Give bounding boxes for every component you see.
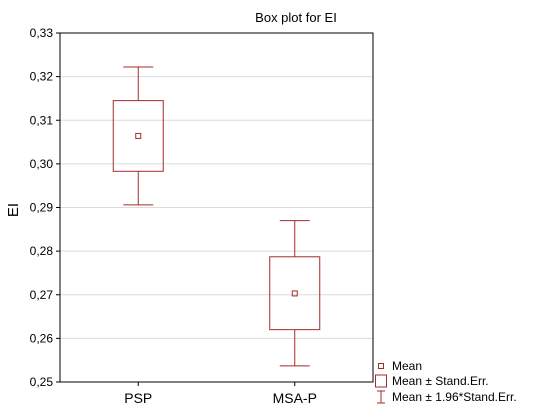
y-tick-label: 0,33 [30, 26, 54, 40]
mean-marker [291, 290, 298, 297]
y-tick-label: 0,27 [30, 288, 54, 302]
x-axis: PSP MSA-P [124, 382, 317, 406]
chart-title: Box plot for EI [255, 10, 337, 25]
legend-mean-symbol [378, 363, 384, 369]
legend-label: Mean [392, 359, 422, 373]
boxes [112, 66, 321, 367]
y-tick-label: 0,31 [30, 113, 54, 127]
gridlines [60, 76, 373, 339]
y-tick-label: 0,28 [30, 244, 54, 258]
y-axis: 0,25 0,26 0,27 0,28 0,29 0,30 0,31 0,32 0,33 [30, 26, 60, 389]
se-box [269, 256, 321, 331]
category-label: MSA-P [273, 390, 317, 406]
legend-label: Mean ± 1.96*Stand.Err. [392, 390, 517, 404]
category-label: PSP [124, 390, 152, 406]
y-tick-label: 0,32 [30, 70, 54, 84]
se-box [112, 100, 164, 172]
legend-label: Mean ± Stand.Err. [392, 374, 489, 388]
y-axis-label: EI [5, 203, 22, 217]
y-tick-label: 0,25 [30, 375, 54, 389]
y-tick-label: 0,26 [30, 331, 54, 345]
plot-frame [59, 32, 374, 383]
y-tick-label: 0,29 [30, 201, 54, 215]
mean-marker [135, 132, 142, 139]
y-tick-label: 0,30 [30, 157, 54, 171]
legend-box-symbol [375, 374, 387, 388]
